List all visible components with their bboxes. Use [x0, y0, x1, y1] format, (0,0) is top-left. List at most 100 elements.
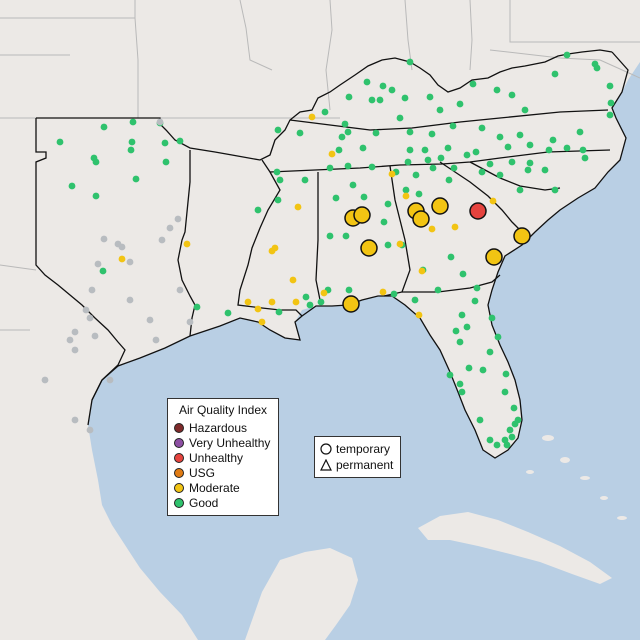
site-marker-good[interactable]	[496, 171, 504, 179]
temporary-site-marker-moderate[interactable]	[485, 248, 503, 266]
site-marker-good[interactable]	[359, 144, 367, 152]
site-marker-good[interactable]	[326, 232, 334, 240]
site-marker-good[interactable]	[450, 164, 458, 172]
site-marker-good[interactable]	[576, 128, 584, 136]
site-marker-good[interactable]	[68, 182, 76, 190]
site-marker-good[interactable]	[508, 158, 516, 166]
site-marker-moderate[interactable]	[268, 298, 276, 306]
site-marker-moderate[interactable]	[451, 223, 459, 231]
site-marker-good[interactable]	[526, 159, 534, 167]
site-marker-good[interactable]	[437, 154, 445, 162]
site-marker-good[interactable]	[458, 388, 466, 396]
site-marker-good[interactable]	[406, 146, 414, 154]
site-marker-good[interactable]	[424, 156, 432, 164]
site-marker-no-data[interactable]	[156, 118, 164, 126]
site-marker-good[interactable]	[338, 133, 346, 141]
site-marker-good[interactable]	[445, 176, 453, 184]
site-marker-moderate[interactable]	[271, 244, 279, 252]
site-marker-good[interactable]	[254, 206, 262, 214]
site-marker-good[interactable]	[332, 194, 340, 202]
site-marker-good[interactable]	[344, 162, 352, 170]
site-marker-good[interactable]	[128, 138, 136, 146]
site-marker-good[interactable]	[472, 148, 480, 156]
site-marker-good[interactable]	[274, 126, 282, 134]
site-marker-good[interactable]	[380, 218, 388, 226]
site-marker-moderate[interactable]	[428, 225, 436, 233]
site-marker-no-data[interactable]	[86, 314, 94, 322]
site-marker-good[interactable]	[524, 166, 532, 174]
site-marker-good[interactable]	[488, 314, 496, 322]
site-marker-good[interactable]	[56, 138, 64, 146]
site-marker-good[interactable]	[503, 441, 511, 449]
site-marker-good[interactable]	[429, 164, 437, 172]
site-marker-good[interactable]	[384, 241, 392, 249]
site-marker-moderate[interactable]	[396, 240, 404, 248]
site-marker-moderate[interactable]	[258, 318, 266, 326]
temporary-site-marker-moderate[interactable]	[431, 197, 449, 215]
site-marker-good[interactable]	[296, 129, 304, 137]
site-marker-good[interactable]	[493, 86, 501, 94]
site-marker-good[interactable]	[302, 293, 310, 301]
site-marker-moderate[interactable]	[415, 311, 423, 319]
site-marker-good[interactable]	[581, 154, 589, 162]
site-marker-good[interactable]	[161, 139, 169, 147]
site-marker-good[interactable]	[275, 308, 283, 316]
site-marker-good[interactable]	[384, 200, 392, 208]
site-marker-no-data[interactable]	[186, 318, 194, 326]
site-marker-good[interactable]	[372, 129, 380, 137]
site-marker-good[interactable]	[193, 303, 201, 311]
site-marker-moderate[interactable]	[294, 203, 302, 211]
site-marker-good[interactable]	[563, 51, 571, 59]
site-marker-good[interactable]	[411, 296, 419, 304]
site-marker-moderate[interactable]	[308, 113, 316, 121]
site-marker-moderate[interactable]	[289, 276, 297, 284]
site-marker-moderate[interactable]	[244, 298, 252, 306]
site-marker-good[interactable]	[541, 166, 549, 174]
site-marker-moderate[interactable]	[320, 289, 328, 297]
site-marker-good[interactable]	[606, 111, 614, 119]
temporary-site-marker-moderate[interactable]	[342, 295, 360, 313]
site-marker-good[interactable]	[341, 120, 349, 128]
site-marker-good[interactable]	[274, 196, 282, 204]
site-marker-good[interactable]	[100, 123, 108, 131]
site-marker-moderate[interactable]	[118, 255, 126, 263]
site-marker-good[interactable]	[508, 433, 516, 441]
site-marker-good[interactable]	[494, 333, 502, 341]
site-marker-good[interactable]	[476, 416, 484, 424]
site-marker-good[interactable]	[446, 371, 454, 379]
site-marker-good[interactable]	[545, 146, 553, 154]
site-marker-good[interactable]	[345, 286, 353, 294]
site-marker-good[interactable]	[368, 163, 376, 171]
site-marker-good[interactable]	[92, 158, 100, 166]
temporary-site-marker-moderate[interactable]	[360, 239, 378, 257]
site-marker-good[interactable]	[388, 86, 396, 94]
site-marker-no-data[interactable]	[174, 215, 182, 223]
site-marker-good[interactable]	[276, 176, 284, 184]
site-marker-good[interactable]	[335, 146, 343, 154]
temporary-site-marker-moderate[interactable]	[412, 210, 430, 228]
site-marker-moderate[interactable]	[388, 170, 396, 178]
site-marker-good[interactable]	[402, 186, 410, 194]
site-marker-good[interactable]	[514, 416, 522, 424]
site-marker-good[interactable]	[434, 286, 442, 294]
site-marker-good[interactable]	[426, 93, 434, 101]
site-marker-no-data[interactable]	[86, 426, 94, 434]
site-marker-no-data[interactable]	[41, 376, 49, 384]
site-marker-no-data[interactable]	[152, 336, 160, 344]
site-marker-good[interactable]	[390, 290, 398, 298]
site-marker-moderate[interactable]	[379, 288, 387, 296]
site-marker-moderate[interactable]	[292, 298, 300, 306]
site-marker-good[interactable]	[502, 370, 510, 378]
temporary-site-marker-moderate[interactable]	[353, 206, 371, 224]
site-marker-good[interactable]	[449, 122, 457, 130]
site-marker-good[interactable]	[176, 137, 184, 145]
site-marker-good[interactable]	[496, 133, 504, 141]
site-marker-no-data[interactable]	[66, 336, 74, 344]
site-marker-no-data[interactable]	[166, 224, 174, 232]
site-marker-good[interactable]	[508, 91, 516, 99]
site-marker-no-data[interactable]	[71, 416, 79, 424]
site-marker-good[interactable]	[132, 175, 140, 183]
site-marker-good[interactable]	[579, 146, 587, 154]
site-marker-good[interactable]	[342, 232, 350, 240]
site-marker-good[interactable]	[447, 253, 455, 261]
